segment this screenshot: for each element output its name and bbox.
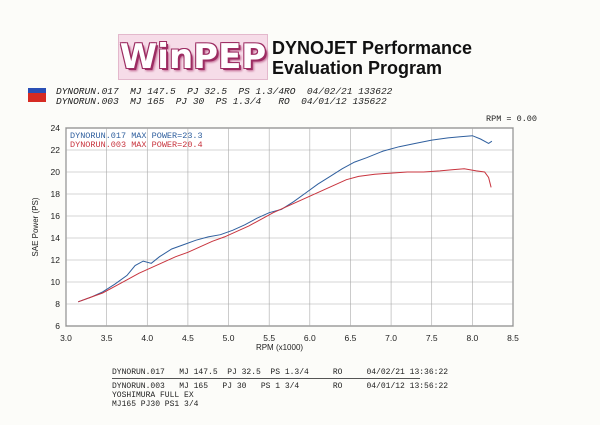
x-tick-label: 6.0 (304, 333, 316, 343)
y-tick-label: 22 (51, 145, 61, 155)
series-line-dynorun-017 (78, 135, 493, 303)
x-tick-label: 8.5 (507, 333, 519, 343)
legend-entry: DYNORUN.003 MAX POWER=20.4 (70, 140, 203, 150)
y-tick-label: 14 (51, 233, 61, 243)
header-run-1: DYNORUN.017 MJ 147.5 PJ 32.5 PS 1.3/4RO … (56, 86, 393, 97)
y-tick-label: 18 (51, 189, 61, 199)
x-tick-label: 6.5 (345, 333, 357, 343)
x-tick-label: 5.5 (263, 333, 275, 343)
x-tick-label: 4.0 (141, 333, 153, 343)
footer-divider (112, 378, 420, 379)
plot-area (65, 127, 514, 327)
x-tick-label: 5.0 (223, 333, 235, 343)
x-axis-label: RPM (x1000) (256, 343, 303, 352)
x-tick-label: 3.5 (101, 333, 113, 343)
x-tick-label: 4.5 (182, 333, 194, 343)
rpm-readout: RPM = 0.00 (486, 114, 538, 124)
y-axis-label: SAE Power (PS) (31, 197, 40, 256)
x-tick-label: 7.0 (385, 333, 397, 343)
y-tick-label: 12 (51, 255, 61, 265)
legend-entry: DYNORUN.017 MAX POWER=23.3 (70, 131, 203, 141)
footer-run-2: DYNORUN.003 MJ 165 PJ 30 PS 1 3/4 RO 04/… (112, 382, 449, 391)
y-tick-label: 20 (51, 167, 61, 177)
header-run-2: DYNORUN.003 MJ 165 PJ 30 PS 1.3/4 RO 04/… (56, 96, 387, 107)
footer-run-1: DYNORUN.017 MJ 147.5 PJ 32.5 PS 1.3/4 RO… (112, 368, 449, 377)
x-tick-label: 7.5 (426, 333, 438, 343)
x-tick-label: 8.0 (466, 333, 478, 343)
program-title-line1: DYNOJET Performance (272, 38, 473, 58)
y-tick-label: 6 (55, 321, 60, 331)
winpep-logo: WinPEP (118, 34, 268, 80)
series-line-dynorun-003 (78, 168, 492, 303)
y-tick-label: 8 (55, 299, 60, 309)
y-tick-label: 16 (51, 211, 61, 221)
program-title-line2: Evaluation Program (272, 58, 443, 78)
footer-note-1: YOSHIMURA FULL EX (112, 391, 194, 400)
y-tick-label: 10 (51, 277, 61, 287)
y-tick-label: 24 (51, 123, 61, 133)
x-tick-label: 3.0 (60, 333, 72, 343)
footer-note-2: MJ165 PJ30 PS1 3/4 (112, 400, 199, 409)
flag-icon (28, 88, 46, 102)
logo-text: WinPEP (119, 37, 267, 77)
